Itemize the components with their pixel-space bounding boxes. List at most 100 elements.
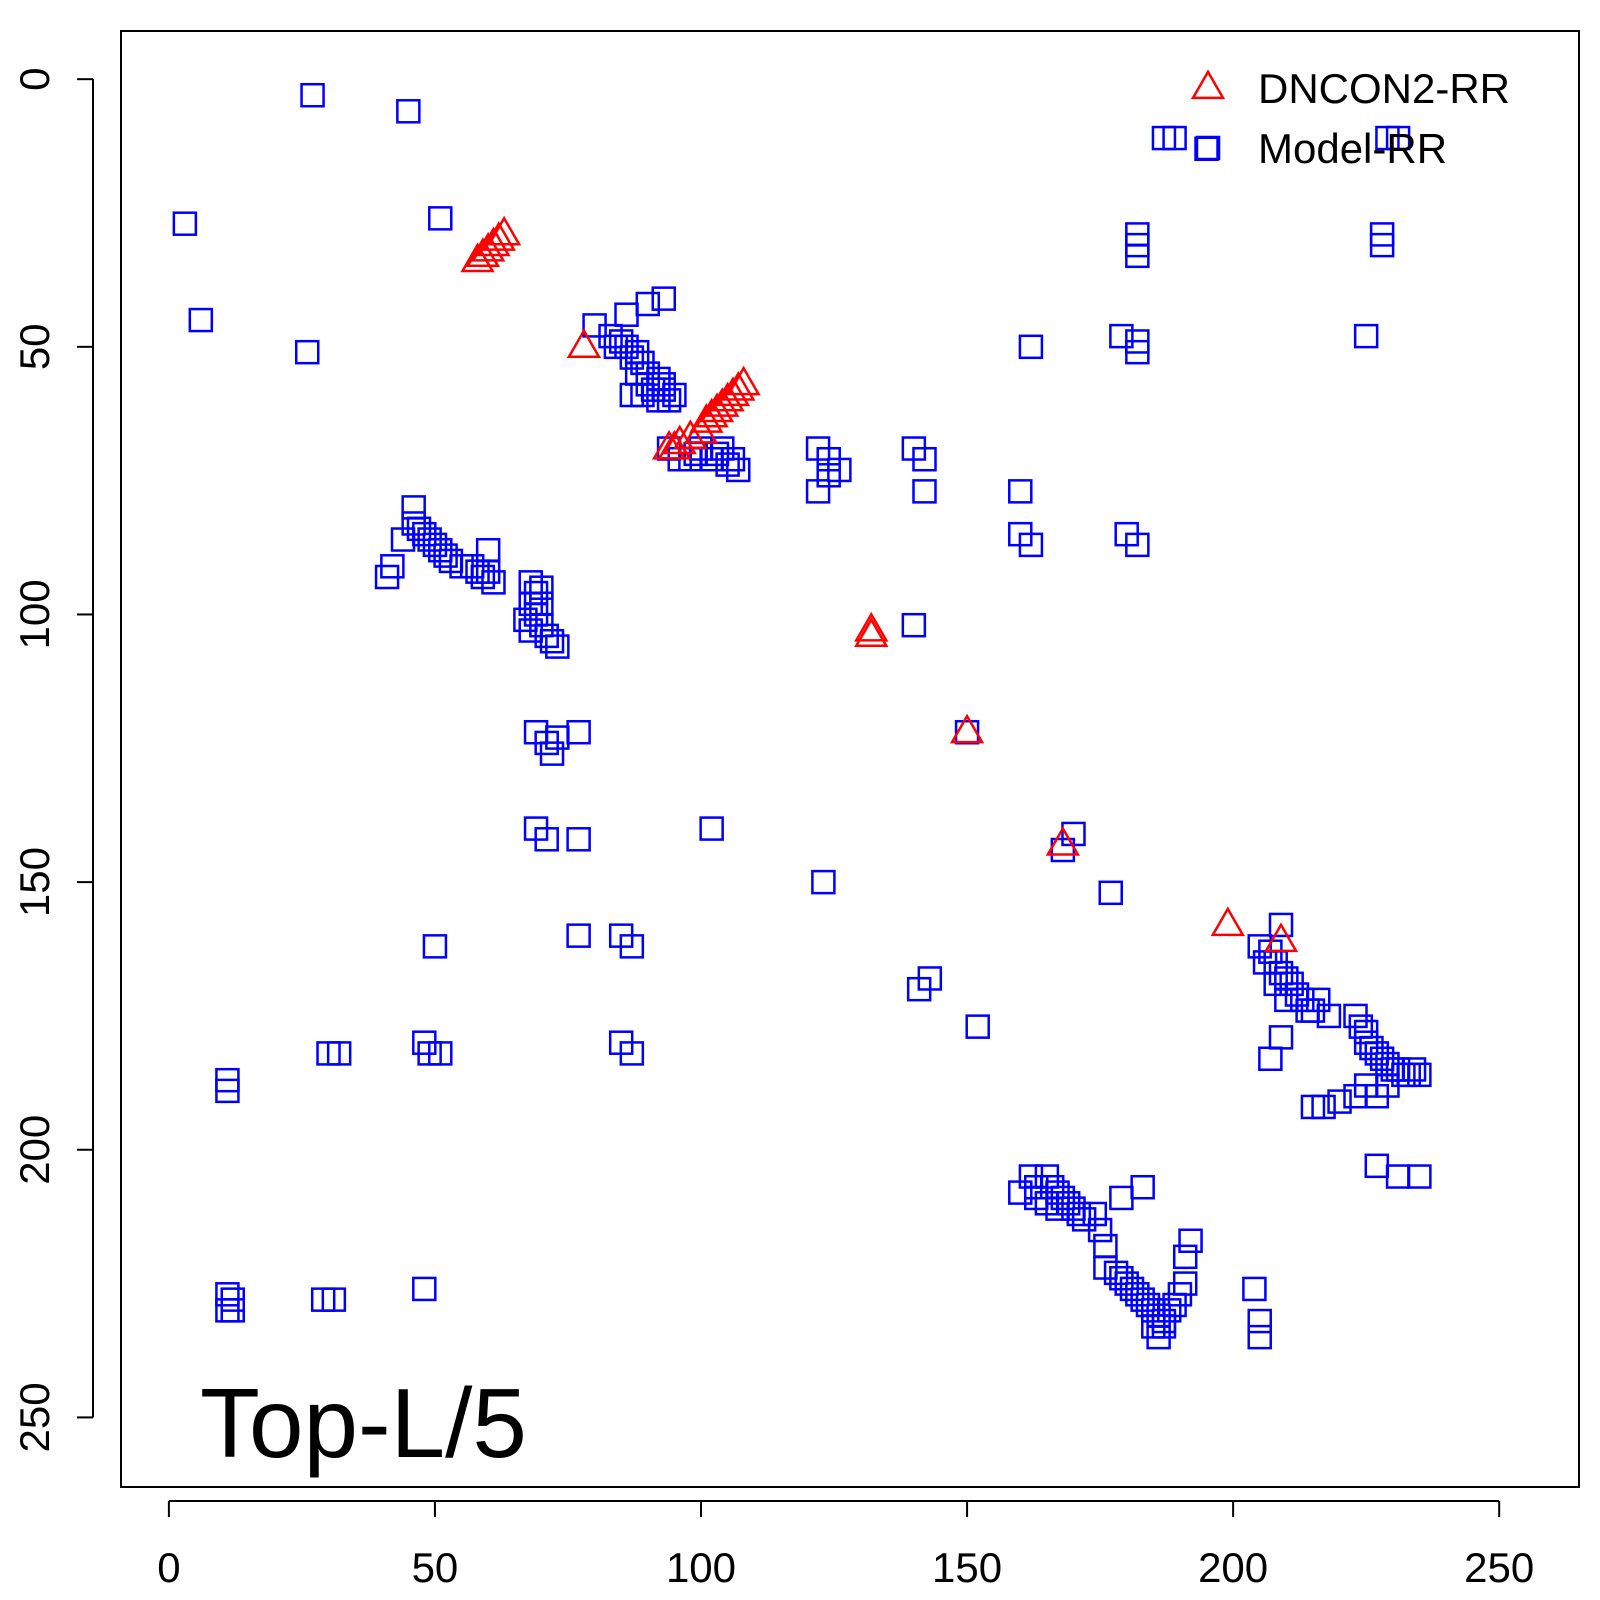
point-square [1385,1164,1411,1189]
point-square [1258,1046,1283,1072]
point-square [1300,1094,1326,1120]
point-triangle [470,231,506,262]
point-square [651,286,677,311]
point-square [1008,479,1033,504]
point-square [172,211,198,236]
point-square [1375,1073,1400,1098]
point-square [1401,1057,1427,1082]
point-square [1018,532,1044,558]
point-square [539,628,565,654]
y-tick-label: 100 [11,579,58,649]
point-square [1268,912,1294,938]
point-square [188,307,214,333]
point-triangle [486,215,522,246]
point-square [1109,1185,1134,1211]
point-square [619,1041,645,1066]
point-square [412,1276,437,1302]
point-square [220,1298,245,1323]
legend-label: Model-RR [1258,125,1447,172]
point-square [954,719,980,745]
point-square [539,741,565,766]
point-square [1242,1276,1267,1302]
point-square [529,591,554,617]
y-tick-label: 50 [11,323,58,370]
point-square [619,934,645,959]
point-triangle [721,371,756,401]
point-square [475,537,501,563]
legend: DNCON2-RR Model-RR [1190,65,1510,172]
point-square [1172,1244,1198,1270]
point-square [215,1282,240,1307]
point-square [635,291,661,317]
point-square [1162,125,1187,151]
point-square [294,339,320,365]
x-tick-label: 50 [412,1544,459,1591]
legend-marker-square [1195,135,1221,161]
x-tick-label: 0 [157,1544,180,1591]
point-square [805,479,831,504]
legend-marker-triangle [1190,69,1226,100]
point-square [1268,1025,1294,1050]
point-triangle [566,328,602,358]
plot-frame [120,30,1580,1488]
point-square [1247,1308,1272,1334]
point-square [614,302,639,327]
x-axis: 0 50 100 150 200 250 [157,1500,1534,1591]
x-tick-label: 100 [666,1544,736,1591]
point-triangle [1210,906,1245,937]
point-square [566,923,591,948]
point-square [1098,880,1123,906]
point-square [534,827,559,852]
point-triangle [476,226,511,257]
point-square [1274,987,1299,1013]
point-square [1125,339,1150,365]
point-square [901,612,927,638]
point-triangle [673,419,708,449]
x-tick-label: 150 [932,1544,1002,1591]
point-triangle [694,397,729,428]
y-tick-label: 0 [11,67,58,90]
point-square [965,1014,990,1039]
point-triangle [460,242,495,273]
point-square [545,634,570,659]
point-square [566,827,591,852]
point-square [422,934,448,959]
point-square [401,495,426,520]
y-axis: 0 50 100 150 200 250 [11,67,94,1452]
point-square [1327,1089,1352,1114]
point-square [1082,1201,1108,1227]
point-square [215,1078,240,1104]
point-triangle [1045,826,1081,856]
point-triangle [710,381,745,412]
series-triangle [460,215,1299,953]
point-square [1194,136,1219,162]
point-square [321,1287,347,1312]
point-square [390,527,416,552]
point-square [396,99,421,124]
point-square [1385,125,1411,151]
series-square [172,82,1432,1350]
point-square [1343,1083,1368,1109]
point-triangle [949,713,985,744]
point-square [428,206,453,231]
legend-label: DNCON2-RR [1258,65,1510,112]
point-square [715,452,740,477]
point-square [428,1041,453,1066]
point-square [906,976,932,1002]
point-square [1364,1153,1390,1179]
x-tick-label: 250 [1464,1544,1534,1591]
point-square [811,869,836,895]
point-triangle [689,403,724,433]
point-square [1130,1174,1155,1200]
point-square [300,82,325,108]
point-square [1353,323,1379,349]
y-tick-label: 200 [11,1115,58,1185]
point-triangle [854,611,889,642]
point-square [326,1041,352,1066]
point-square [646,366,671,392]
point-triangle [699,392,735,423]
point-square [1369,232,1395,258]
point-square [481,570,506,595]
point-square [1045,1196,1070,1221]
